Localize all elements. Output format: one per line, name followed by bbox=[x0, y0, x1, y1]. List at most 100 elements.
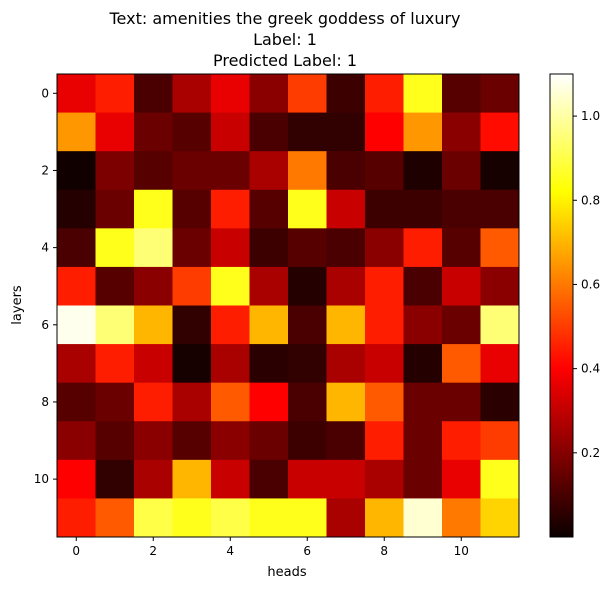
heatmap-cell bbox=[95, 189, 135, 229]
heatmap-cell bbox=[442, 266, 481, 306]
heatmap-cell bbox=[326, 459, 366, 499]
colorbar bbox=[549, 73, 574, 538]
heatmap-cell bbox=[249, 74, 289, 114]
heatmap-cell bbox=[134, 344, 173, 384]
heatmap-cell bbox=[172, 421, 212, 461]
heatmap-cell bbox=[326, 74, 366, 114]
heatmap-cell bbox=[480, 266, 520, 306]
heatmap-cell bbox=[211, 151, 250, 191]
colorbar-tick-label: 0.2 bbox=[581, 446, 600, 460]
colorbar-ticks: 0.2 0.4 0.6 0.8 1.0 bbox=[573, 109, 600, 460]
colorbar-tick-label: 0.4 bbox=[581, 362, 600, 376]
heatmap-cell bbox=[442, 112, 481, 152]
heatmap-cell bbox=[442, 189, 481, 229]
heatmap-cell bbox=[249, 189, 289, 229]
heatmap-cell bbox=[403, 459, 443, 499]
heatmap-cell bbox=[480, 112, 520, 152]
heatmap-cell bbox=[403, 421, 443, 461]
title-line-3: Predicted Label: 1 bbox=[213, 51, 357, 70]
heatmap-cell bbox=[95, 382, 135, 422]
heatmap-cell bbox=[211, 382, 250, 422]
heatmap-cell bbox=[134, 382, 173, 422]
heatmap-cell bbox=[442, 228, 481, 268]
heatmap-cell bbox=[249, 459, 289, 499]
heatmap-cell bbox=[403, 382, 443, 422]
heatmap-cell bbox=[480, 151, 520, 191]
heatmap-cell bbox=[288, 266, 327, 306]
heatmap-cell bbox=[480, 344, 520, 384]
heatmap-cell bbox=[249, 151, 289, 191]
heatmap-cell bbox=[249, 344, 289, 384]
heatmap-cell bbox=[57, 189, 96, 229]
heatmap-cell bbox=[365, 421, 404, 461]
heatmap-cell bbox=[134, 266, 173, 306]
heatmap-cell bbox=[365, 382, 404, 422]
heatmap-cell bbox=[288, 421, 327, 461]
heatmap-cell bbox=[326, 382, 366, 422]
x-tick-label: 8 bbox=[380, 544, 388, 558]
heatmap-cell bbox=[365, 344, 404, 384]
x-axis-label: heads bbox=[267, 565, 306, 580]
heatmap-cell bbox=[365, 459, 404, 499]
heatmap-cell bbox=[249, 266, 289, 306]
heatmap-cell bbox=[95, 459, 135, 499]
heatmap-cell bbox=[326, 266, 366, 306]
heatmap-cell bbox=[249, 382, 289, 422]
heatmap-cell bbox=[172, 189, 212, 229]
heatmap-cell bbox=[57, 421, 96, 461]
chart-title: Text: amenities the greek goddess of lux… bbox=[108, 9, 460, 70]
heatmap-cell bbox=[480, 421, 520, 461]
heatmap-cell bbox=[172, 112, 212, 152]
heatmap-cell bbox=[57, 266, 96, 306]
heatmap-cell bbox=[288, 305, 327, 345]
heatmap-cell bbox=[365, 74, 404, 114]
heatmap-cell bbox=[365, 151, 404, 191]
heatmap-cell bbox=[403, 189, 443, 229]
heatmap-cell bbox=[211, 266, 250, 306]
heatmap-cell bbox=[57, 74, 96, 114]
heatmap-cell bbox=[249, 112, 289, 152]
heatmap-cell bbox=[134, 421, 173, 461]
heatmap-cell bbox=[288, 74, 327, 114]
heatmap-cell bbox=[365, 305, 404, 345]
colorbar-tick-label: 0.8 bbox=[581, 193, 600, 207]
heatmap-cell bbox=[365, 189, 404, 229]
heatmap-cell bbox=[172, 74, 212, 114]
colorbar-tick-label: 1.0 bbox=[581, 109, 600, 123]
heatmap-cell bbox=[172, 305, 212, 345]
heatmap-cell bbox=[480, 228, 520, 268]
heatmap-cell bbox=[172, 344, 212, 384]
colorbar-tick-label: 0.6 bbox=[581, 277, 600, 291]
heatmap-cell bbox=[442, 382, 481, 422]
heatmap-cell bbox=[134, 151, 173, 191]
heatmap-cell bbox=[288, 344, 327, 384]
heatmap-cell bbox=[288, 189, 327, 229]
heatmap-cell bbox=[211, 498, 250, 538]
heatmap-cell bbox=[480, 74, 520, 114]
heatmap-cell bbox=[211, 305, 250, 345]
heatmap-cell bbox=[249, 498, 289, 538]
heatmap-cell bbox=[326, 344, 366, 384]
x-tick-label: 0 bbox=[72, 544, 80, 558]
heatmap-cell bbox=[57, 112, 96, 152]
heatmap-cell bbox=[95, 74, 135, 114]
y-tick-label: 4 bbox=[41, 241, 49, 255]
heatmap-cell bbox=[442, 151, 481, 191]
heatmap-cell bbox=[403, 344, 443, 384]
heatmap-cell bbox=[403, 266, 443, 306]
heatmap-cell bbox=[442, 498, 481, 538]
heatmap-cell bbox=[172, 228, 212, 268]
x-tick-label: 2 bbox=[149, 544, 157, 558]
heatmap-cell bbox=[134, 228, 173, 268]
heatmap-cell bbox=[172, 382, 212, 422]
heatmap-cell bbox=[480, 382, 520, 422]
heatmap-cell bbox=[172, 459, 212, 499]
heatmap-cell bbox=[288, 459, 327, 499]
heatmap-cell bbox=[326, 421, 366, 461]
heatmap-cell bbox=[57, 459, 96, 499]
heatmap-cell bbox=[95, 498, 135, 538]
y-tick-label: 8 bbox=[41, 395, 49, 409]
heatmap-cell bbox=[480, 498, 520, 538]
heatmap-cell bbox=[95, 421, 135, 461]
